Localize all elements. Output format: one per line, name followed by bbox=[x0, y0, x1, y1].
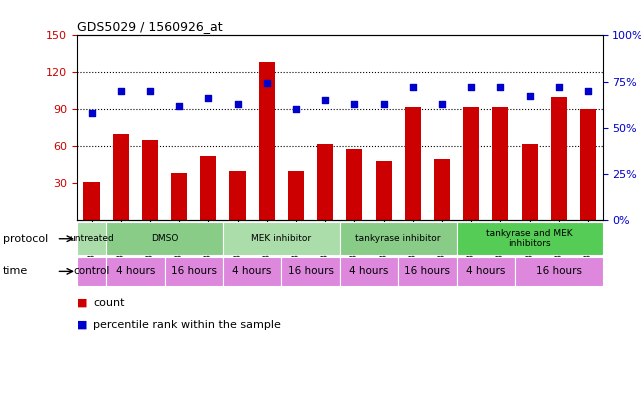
Text: control: control bbox=[73, 266, 110, 276]
Bar bbox=[398, 257, 456, 286]
Bar bbox=[106, 257, 165, 286]
Bar bbox=[463, 107, 479, 220]
Bar bbox=[288, 171, 304, 220]
Bar bbox=[83, 182, 99, 220]
Point bbox=[378, 101, 388, 107]
Bar bbox=[317, 144, 333, 220]
Text: ■: ■ bbox=[77, 320, 87, 329]
Bar bbox=[456, 222, 603, 255]
Point bbox=[320, 97, 330, 103]
Text: tankyrase and MEK
inhibitors: tankyrase and MEK inhibitors bbox=[487, 229, 573, 248]
Point bbox=[408, 84, 418, 90]
Text: time: time bbox=[3, 266, 28, 276]
Point bbox=[524, 93, 535, 99]
Text: 4 hours: 4 hours bbox=[233, 266, 272, 276]
Text: 4 hours: 4 hours bbox=[466, 266, 505, 276]
Bar bbox=[113, 134, 129, 220]
Bar bbox=[77, 257, 106, 286]
Bar bbox=[492, 107, 508, 220]
Bar bbox=[376, 161, 392, 220]
Bar bbox=[340, 257, 398, 286]
Text: GDS5029 / 1560926_at: GDS5029 / 1560926_at bbox=[77, 20, 222, 33]
Bar bbox=[229, 171, 246, 220]
Bar bbox=[200, 156, 217, 220]
Bar bbox=[259, 62, 275, 220]
Point bbox=[554, 84, 564, 90]
Point bbox=[466, 84, 476, 90]
Bar bbox=[106, 222, 223, 255]
Bar bbox=[515, 257, 603, 286]
Point bbox=[291, 106, 301, 112]
Bar bbox=[165, 257, 223, 286]
Text: 16 hours: 16 hours bbox=[171, 266, 217, 276]
Bar bbox=[77, 222, 106, 255]
Text: 4 hours: 4 hours bbox=[115, 266, 155, 276]
Bar bbox=[434, 158, 450, 220]
Bar bbox=[346, 149, 362, 220]
Text: protocol: protocol bbox=[3, 234, 49, 244]
Text: 4 hours: 4 hours bbox=[349, 266, 388, 276]
Text: 16 hours: 16 hours bbox=[288, 266, 333, 276]
Text: ■: ■ bbox=[77, 298, 87, 308]
Bar bbox=[551, 97, 567, 220]
Point bbox=[115, 88, 126, 94]
Point bbox=[203, 95, 213, 101]
Point bbox=[233, 101, 243, 107]
Text: 16 hours: 16 hours bbox=[404, 266, 451, 276]
Bar bbox=[223, 222, 340, 255]
Point bbox=[349, 101, 360, 107]
Text: untreated: untreated bbox=[69, 234, 114, 243]
Bar bbox=[456, 257, 515, 286]
Point bbox=[145, 88, 155, 94]
Text: MEK inhibitor: MEK inhibitor bbox=[251, 234, 312, 243]
Bar bbox=[404, 107, 420, 220]
Bar bbox=[522, 144, 538, 220]
Text: 16 hours: 16 hours bbox=[536, 266, 582, 276]
Bar bbox=[281, 257, 340, 286]
Text: percentile rank within the sample: percentile rank within the sample bbox=[93, 320, 281, 329]
Text: count: count bbox=[93, 298, 124, 308]
Text: tankyrase inhibitor: tankyrase inhibitor bbox=[355, 234, 441, 243]
Point bbox=[262, 80, 272, 86]
Point bbox=[174, 103, 184, 109]
Bar bbox=[171, 173, 187, 220]
Point bbox=[495, 84, 506, 90]
Bar bbox=[340, 222, 456, 255]
Point bbox=[87, 110, 97, 116]
Bar bbox=[223, 257, 281, 286]
Point bbox=[583, 88, 593, 94]
Text: DMSO: DMSO bbox=[151, 234, 178, 243]
Bar bbox=[142, 140, 158, 220]
Point bbox=[437, 101, 447, 107]
Bar bbox=[580, 109, 596, 220]
